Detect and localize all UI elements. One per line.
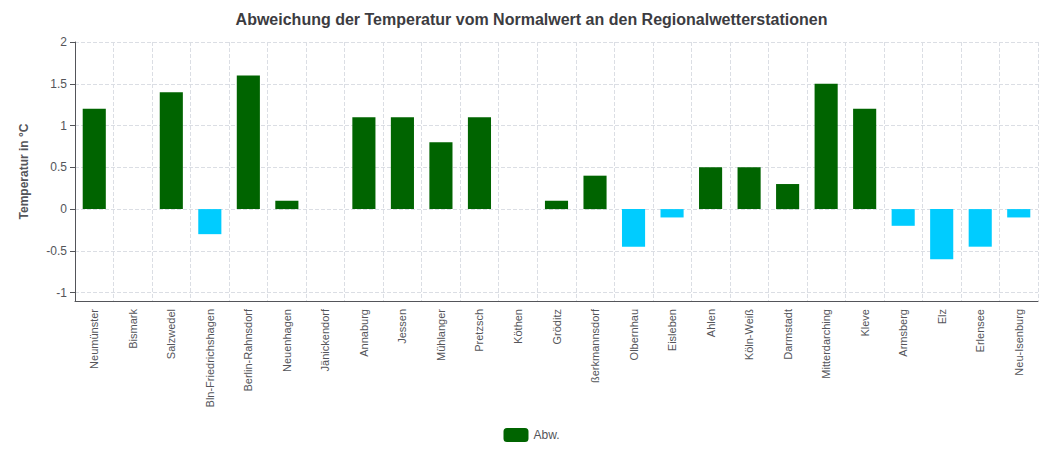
svg-text:Salzwedel: Salzwedel <box>165 309 177 359</box>
svg-text:Abw.: Abw. <box>533 428 559 442</box>
svg-text:Jänickendorf: Jänickendorf <box>319 308 331 371</box>
svg-text:Elz: Elz <box>936 309 948 324</box>
svg-text:Mühlanger: Mühlanger <box>435 309 447 361</box>
svg-text:Neuenhagen: Neuenhagen <box>281 309 293 372</box>
svg-text:ßerkmannsdorf: ßerkmannsdorf <box>589 308 601 383</box>
svg-text:Darmstadt: Darmstadt <box>782 309 794 360</box>
svg-text:Pretzsch: Pretzsch <box>473 309 485 352</box>
svg-text:-0.5: -0.5 <box>46 244 67 258</box>
svg-text:Jessen: Jessen <box>396 309 408 344</box>
svg-text:Berlin-Rahnsdorf: Berlin-Rahnsdorf <box>242 308 254 391</box>
svg-text:0: 0 <box>60 202 67 216</box>
svg-text:Olbernhau: Olbernhau <box>628 309 640 360</box>
svg-text:Neu-Isenburg: Neu-Isenburg <box>1013 309 1025 376</box>
svg-text:Köthen: Köthen <box>512 309 524 344</box>
svg-text:Kleve: Kleve <box>859 309 871 337</box>
svg-text:0.5: 0.5 <box>50 160 67 174</box>
svg-text:Bismark: Bismark <box>127 309 139 349</box>
svg-text:1.5: 1.5 <box>50 77 67 91</box>
svg-text:Mitterdarching: Mitterdarching <box>820 309 832 379</box>
svg-text:Neumünster: Neumünster <box>88 309 100 369</box>
svg-text:Annaburg: Annaburg <box>358 309 370 357</box>
svg-text:Gröditz: Gröditz <box>551 309 563 344</box>
svg-text:-1: -1 <box>56 286 67 300</box>
svg-text:Köln-Weiß: Köln-Weiß <box>743 309 755 360</box>
svg-text:Abweichung der Temperatur vom: Abweichung der Temperatur vom Normalwert… <box>236 11 828 28</box>
svg-text:Bln-Friedrichshagen: Bln-Friedrichshagen <box>204 309 216 407</box>
svg-text:Erlensee: Erlensee <box>974 309 986 352</box>
svg-text:2: 2 <box>60 35 67 49</box>
svg-text:1: 1 <box>60 119 67 133</box>
svg-text:Temperatur in °C: Temperatur in °C <box>17 123 31 219</box>
svg-text:Eisleben: Eisleben <box>666 309 678 351</box>
svg-text:Armsberg: Armsberg <box>897 309 909 357</box>
svg-text:Ahlen: Ahlen <box>705 309 717 337</box>
